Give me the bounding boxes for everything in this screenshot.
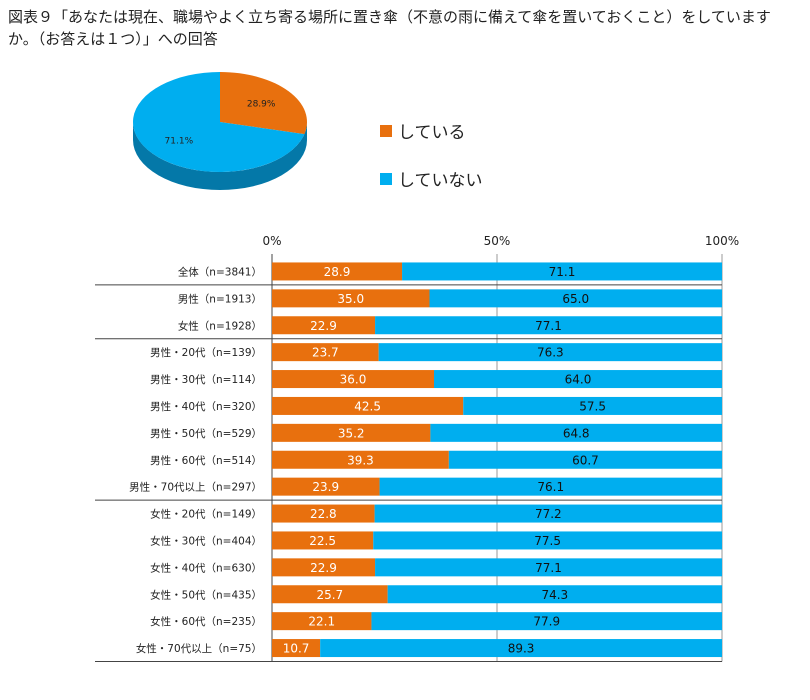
bar-label-yes: 22.1: [308, 615, 335, 629]
category-label: 女性・50代（n=435）: [150, 588, 262, 601]
bar-yes: [272, 639, 321, 658]
bar-label-yes: 25.7: [316, 588, 343, 602]
bar-no: [373, 531, 722, 550]
category-label: 男性・60代（n=514）: [150, 454, 262, 467]
pie-label-no: 71.1%: [165, 136, 194, 146]
bar-label-no: 76.3: [537, 346, 564, 360]
category-label: 女性・20代（n=149）: [150, 508, 262, 521]
bar-no: [378, 343, 722, 362]
bar-label-no: 77.9: [533, 615, 560, 629]
bar-yes: [272, 450, 449, 469]
bar-no: [375, 558, 722, 577]
bar-label-no: 77.2: [535, 507, 562, 521]
bar-label-no: 65.0: [562, 292, 589, 306]
stacked-bar-chart: 0% 50% 100% 28.9 71.1 全体（n=3841） 35.0 65.0 男性（n=…: [95, 234, 739, 662]
bar-yes: [272, 316, 376, 335]
bar-label-yes: 35.2: [338, 426, 365, 440]
legend-label-yes: している: [398, 123, 466, 143]
bar-label-yes: 22.9: [310, 319, 337, 333]
x-tick-label: 100%: [705, 234, 739, 248]
legend-item-no: していない: [380, 166, 483, 191]
bar-label-yes: 23.7: [312, 346, 339, 360]
bar-yes: [272, 396, 464, 415]
bar-label-no: 77.1: [535, 561, 562, 575]
category-label: 女性（n=1928）: [178, 319, 262, 332]
bar-label-no: 64.8: [563, 426, 590, 440]
bar-yes: [272, 289, 430, 308]
category-label: 女性・30代（n=404）: [150, 534, 262, 547]
bar-no: [434, 370, 722, 389]
bar-no: [371, 612, 722, 631]
bar-label-no: 77.5: [534, 534, 561, 548]
bar-yes: [272, 477, 380, 496]
bar-label-yes: 36.0: [340, 373, 367, 387]
bar-label-yes: 22.8: [310, 507, 337, 521]
category-label: 男性・70代以上（n=297）: [129, 481, 262, 494]
bar-yes: [272, 531, 374, 550]
bar-no: [429, 289, 722, 308]
bar-label-yes: 10.7: [283, 642, 310, 656]
category-label: 女性・60代（n=235）: [150, 615, 262, 628]
x-tick-label: 0%: [262, 234, 281, 248]
bar-label-no: 60.7: [572, 453, 599, 467]
bar-label-no: 57.5: [579, 399, 606, 413]
bar-label-no: 71.1: [549, 265, 576, 279]
bar-no: [448, 450, 722, 469]
pie-slice-yes: [220, 72, 307, 135]
category-label: 女性・40代（n=630）: [150, 561, 262, 574]
category-label: 男性・40代（n=320）: [150, 400, 262, 413]
bar-label-no: 74.3: [541, 588, 568, 602]
legend-swatch-no: [380, 172, 392, 185]
bar-no: [375, 316, 722, 335]
bar-label-yes: 28.9: [324, 265, 351, 279]
bar-yes: [272, 370, 434, 389]
bar-no: [320, 639, 722, 658]
bar-yes: [272, 585, 388, 604]
bar-yes: [272, 343, 379, 362]
category-label: 全体（n=3841）: [178, 265, 262, 278]
bar-label-yes: 39.3: [347, 453, 374, 467]
bar-label-yes: 22.5: [309, 534, 336, 548]
bar-label-no: 89.3: [508, 642, 535, 656]
legend-swatch-yes: [380, 124, 392, 137]
bar-label-no: 64.0: [565, 373, 592, 387]
bar-yes: [272, 612, 372, 631]
bar-label-no: 76.1: [537, 480, 564, 494]
bar-label-yes: 35.0: [337, 292, 364, 306]
bar-no: [430, 423, 722, 442]
chart-title: 図表９「あなたは現在、職場やよく立ち寄る場所に置き傘（不意の雨に備えて傘を置いて…: [8, 8, 771, 48]
bar-yes: [272, 558, 376, 577]
category-label: 男性（n=1913）: [178, 292, 262, 305]
bar-label-yes: 23.9: [312, 480, 339, 494]
category-label: 男性・50代（n=529）: [150, 427, 262, 440]
x-tick-label: 50%: [484, 234, 511, 248]
pie-side-wall: [133, 122, 307, 190]
bar-no: [463, 396, 722, 415]
bar-no: [387, 585, 722, 604]
bar-no: [402, 262, 722, 281]
pie-label-yes: 28.9%: [247, 100, 276, 110]
bar-label-yes: 42.5: [354, 399, 381, 413]
pie-slice-no: [133, 72, 305, 172]
category-label: 男性・20代（n=139）: [150, 346, 262, 359]
category-label: 男性・30代（n=114）: [150, 373, 262, 386]
bar-yes: [272, 423, 431, 442]
legend-item-yes: している: [380, 118, 466, 143]
bar-label-no: 77.1: [535, 319, 562, 333]
bar-no: [379, 477, 722, 496]
bar-label-yes: 22.9: [310, 561, 337, 575]
bar-no: [374, 504, 722, 523]
legend-label-no: していない: [398, 171, 483, 191]
pie-chart: 28.9% 71.1%: [133, 72, 307, 190]
bar-yes: [272, 504, 375, 523]
category-label: 女性・70代以上（n=75）: [136, 642, 262, 655]
bar-yes: [272, 262, 403, 281]
